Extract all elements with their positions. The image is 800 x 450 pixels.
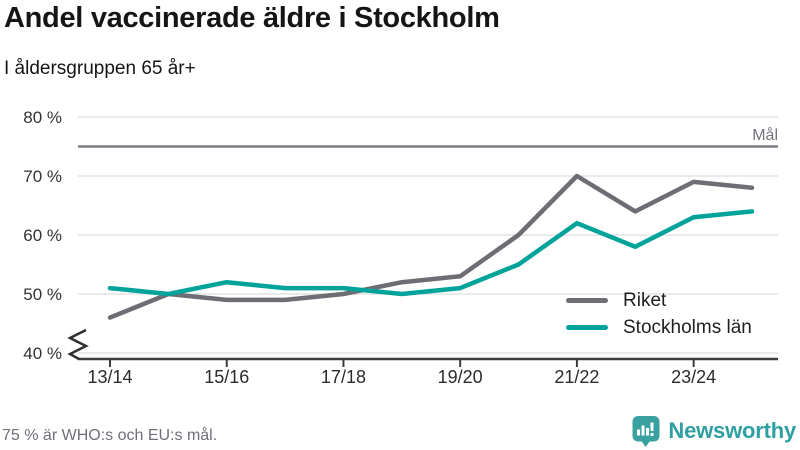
x-axis-label-15-16: 15/16 — [204, 367, 250, 387]
page-subtitle: I åldersgruppen 65 år+ — [4, 58, 196, 79]
x-axis-label-13-14: 13/14 — [87, 367, 133, 387]
legend-item-stockholm: Stockholms län — [566, 314, 752, 341]
legend-swatch-riket — [566, 298, 608, 303]
y-axis-label-40: 40 % — [23, 344, 62, 363]
legend-label-stockholm: Stockholms län — [623, 316, 752, 338]
page-title: Andel vaccinerade äldre i Stockholm — [4, 2, 500, 34]
x-axis-label-17-18: 17/18 — [320, 367, 366, 387]
y-axis-label-70: 70 % — [23, 167, 62, 186]
goal-line-label: Mål — [752, 127, 778, 144]
y-axis-label-50: 50 % — [23, 285, 62, 304]
legend-label-riket: Riket — [623, 289, 667, 311]
series-line-riket — [107, 173, 755, 320]
y-axis-label-80: 80 % — [23, 108, 62, 127]
newsworthy-logo: Newsworthy — [632, 415, 796, 447]
series-line-stockholms-l-n — [107, 209, 755, 297]
newsworthy-icon — [632, 416, 660, 447]
axis-break-icon — [67, 328, 89, 361]
legend-swatch-stockholm — [566, 325, 608, 330]
chart-legend: Riket Stockholms län — [566, 287, 752, 341]
y-axis-label-60: 60 % — [23, 226, 62, 245]
footnote: 75 % är WHO:s och EU:s mål. — [2, 427, 218, 444]
newsworthy-wordmark: Newsworthy — [668, 418, 796, 443]
legend-item-riket: Riket — [566, 287, 752, 314]
x-axis-label-23-24: 23/24 — [671, 367, 717, 387]
x-axis-label-21-22: 21/22 — [554, 367, 600, 387]
x-axis-label-19-20: 19/20 — [437, 367, 483, 387]
